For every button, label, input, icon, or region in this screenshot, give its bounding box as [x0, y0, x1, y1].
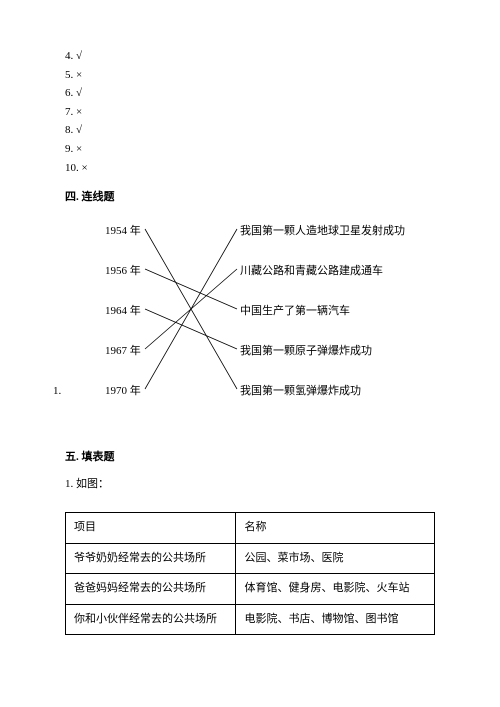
table-header-1: 名称 [236, 512, 435, 543]
answer-9: 9 [65, 143, 71, 155]
match-right-0: 我国第一颗人造地球卫星发射成功 [240, 223, 405, 241]
matching-diagram: 1954 年 1956 年 1964 年 1967 年 1970 年 我国第一颗… [65, 217, 445, 437]
judgement-answers: 4. √ 5. × 6. √ 7. × 8. √ 9. × 10. × [65, 48, 440, 177]
match-left-0: 1954 年 [105, 223, 141, 241]
match-line [145, 309, 237, 349]
answer-item: 7. × [65, 104, 440, 122]
table-header-0: 项目 [66, 512, 236, 543]
match-right-2: 中国生产了第一辆汽车 [240, 303, 350, 321]
table-row: 爸爸妈妈经常去的公共场所 体育馆、健身房、电影院、火车站 [66, 574, 435, 605]
answer-item: 9. × [65, 141, 440, 159]
answer-8: 8 [65, 124, 71, 136]
answer-item: 6. √ [65, 85, 440, 103]
answer-6: 6 [65, 87, 71, 99]
answer-item: 5. × [65, 67, 440, 85]
table-intro: 1. 如图： [65, 476, 440, 494]
cell-1-1: 体育馆、健身房、电影院、火车站 [236, 574, 435, 605]
answer-4: 4 [65, 50, 71, 62]
cell-0-1: 公园、菜市场、医院 [236, 543, 435, 574]
answer-item: 8. √ [65, 122, 440, 140]
match-right-3: 我国第一颗原子弹爆炸成功 [240, 343, 372, 361]
match-left-2: 1964 年 [105, 303, 141, 321]
answer-item: 10. × [65, 160, 440, 178]
match-right-4: 我国第一颗氢弹爆炸成功 [240, 383, 361, 401]
cell-0-0: 爷爷奶奶经常去的公共场所 [66, 543, 236, 574]
match-line [145, 269, 237, 309]
match-left-4: 1970 年 [105, 383, 141, 401]
answer-5: 5 [65, 69, 71, 81]
table-header-row: 项目 名称 [66, 512, 435, 543]
answer-10: 10 [65, 162, 76, 174]
table-row: 爷爷奶奶经常去的公共场所 公园、菜市场、医院 [66, 543, 435, 574]
section-5-heading: 五. 填表题 [65, 449, 440, 467]
match-left-1: 1956 年 [105, 263, 141, 281]
answer-item: 4. √ [65, 48, 440, 66]
match-right-1: 川藏公路和青藏公路建成通车 [240, 263, 383, 281]
match-left-3: 1967 年 [105, 343, 141, 361]
cell-2-1: 电影院、书店、博物馆、图书馆 [236, 604, 435, 635]
matching-item-number: 1. [53, 383, 61, 401]
answer-7: 7 [65, 106, 71, 118]
cell-2-0: 你和小伙伴经常去的公共场所 [66, 604, 236, 635]
section-4-heading: 四. 连线题 [65, 189, 440, 207]
cell-1-0: 爸爸妈妈经常去的公共场所 [66, 574, 236, 605]
table-row: 你和小伙伴经常去的公共场所 电影院、书店、博物馆、图书馆 [66, 604, 435, 635]
answer-table: 项目 名称 爷爷奶奶经常去的公共场所 公园、菜市场、医院 爸爸妈妈经常去的公共场… [65, 512, 440, 635]
